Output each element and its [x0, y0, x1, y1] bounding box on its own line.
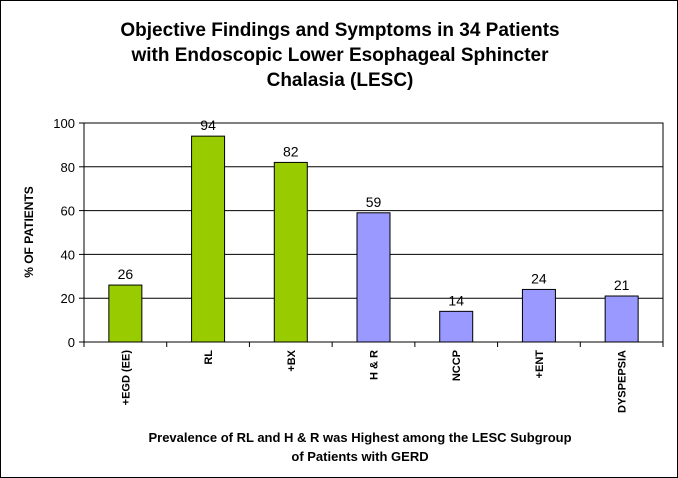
x-tick-label: +ENT: [534, 350, 546, 379]
data-label: 24: [531, 270, 547, 286]
x-tick-label: +BX: [286, 349, 298, 371]
bar: [604, 295, 639, 343]
plot-border: [84, 122, 664, 342]
y-tick-label: 100: [53, 116, 75, 131]
x-tick-label: +EGD (EE): [120, 350, 132, 406]
x-tick-label: H & R: [369, 350, 381, 380]
x-axis-label: Prevalence of RL and H & R was Highest a…: [148, 430, 572, 464]
y-tick-label: 0: [68, 335, 75, 350]
y-tick-label: 40: [61, 247, 75, 262]
bar: [356, 212, 391, 343]
data-label: 94: [200, 117, 216, 133]
bar: [108, 284, 143, 343]
bar: [273, 161, 308, 343]
data-label: 21: [614, 277, 630, 293]
y-tick-label: 60: [61, 204, 75, 219]
data-label: 59: [366, 194, 382, 210]
x-tick-label: DYSPEPSIA: [617, 350, 629, 413]
data-label: 82: [283, 143, 299, 159]
y-tick-label: 20: [61, 291, 75, 306]
data-label: 26: [118, 266, 134, 282]
bar: [521, 288, 556, 343]
y-tick-label: 80: [61, 160, 75, 175]
data-label: 14: [448, 292, 464, 308]
chart-title: Objective Findings and Symptoms in 34 Pa…: [120, 20, 560, 91]
y-axis-label: % OF PATIENTS: [22, 186, 36, 278]
bar: [191, 135, 226, 343]
x-tick-label: NCCP: [451, 350, 463, 381]
bar: [439, 310, 474, 343]
x-tick-label: RL: [203, 350, 215, 365]
